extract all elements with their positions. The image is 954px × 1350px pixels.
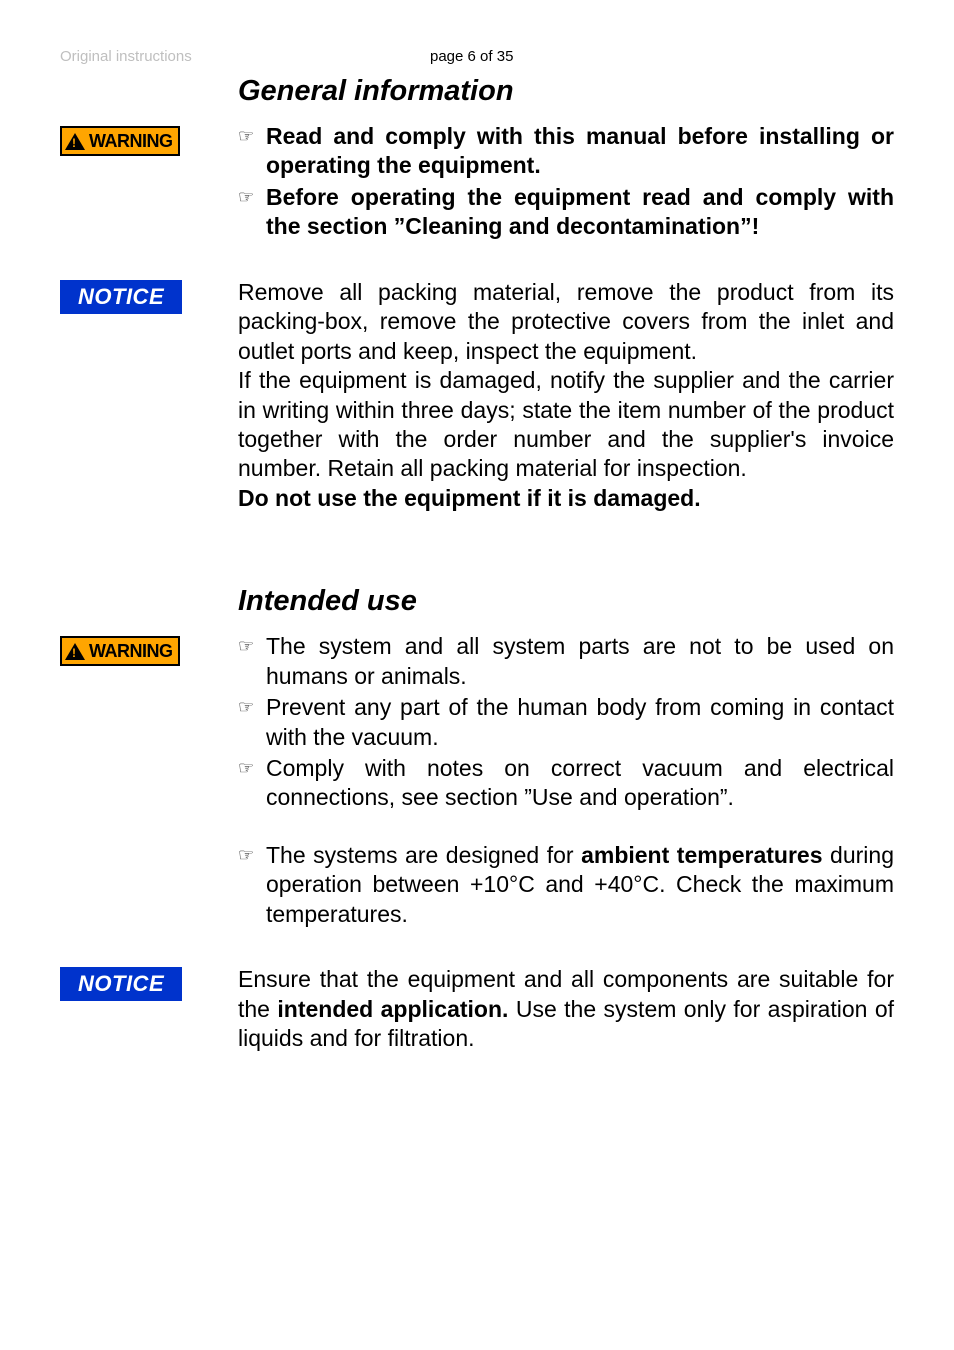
warning-bullet: ☞ Before operating the equipment read an…: [238, 183, 894, 242]
warning-triangle-icon: [65, 643, 85, 660]
notice-para: Ensure that the equipment and all compon…: [238, 965, 894, 1053]
bullet-text: Prevent any part of the human body from …: [266, 693, 894, 752]
section-title-general: General information: [238, 75, 894, 108]
pointer-icon: ☞: [238, 632, 266, 691]
bullet-text: Read and comply with this manual before …: [266, 122, 894, 181]
warning-block-2: WARNING ☞ The system and all system part…: [60, 632, 894, 931]
original-instructions-label: Original instructions: [60, 48, 320, 65]
warning-triangle-icon: [65, 133, 85, 150]
notice-para: Remove all packing material, remove the …: [238, 279, 894, 364]
notice-text-bold: intended application.: [277, 996, 508, 1022]
bullet-text-pre: The systems are designed for: [266, 842, 581, 868]
bullet-text-bold: ambient temperatures: [581, 842, 822, 868]
notice-block-1: NOTICE Remove all packing material, remo…: [60, 278, 894, 514]
bullet-text: Before operating the equipment read and …: [266, 183, 894, 242]
warning-bullet: ☞ The system and all system parts are no…: [238, 632, 894, 691]
pointer-icon: ☞: [238, 183, 266, 242]
warning-bullet: ☞ Read and comply with this manual befor…: [238, 122, 894, 181]
warning-bullet: ☞ The systems are designed for ambient t…: [238, 841, 894, 929]
page-header: Original instructions page 6 of 35: [60, 48, 894, 65]
section-title-intended: Intended use: [238, 585, 894, 618]
page-number: page 6 of 35: [430, 48, 513, 65]
pointer-icon: ☞: [238, 754, 266, 813]
warning-badge-text: WARNING: [89, 131, 173, 152]
warning-bullet: ☞ Comply with notes on correct vacuum an…: [238, 754, 894, 813]
pointer-icon: ☞: [238, 693, 266, 752]
warning-badge: WARNING: [60, 126, 180, 156]
warning-badge-text: WARNING: [89, 641, 173, 662]
notice-badge: NOTICE: [60, 967, 182, 1001]
notice-badge: NOTICE: [60, 280, 182, 314]
bullet-text: The systems are designed for ambient tem…: [266, 841, 894, 929]
bullet-text: Comply with notes on correct vacuum and …: [266, 754, 894, 813]
bullet-text: The system and all system parts are not …: [266, 632, 894, 691]
notice-para-bold: Do not use the equipment if it is damage…: [238, 485, 701, 511]
notice-block-2: NOTICE Ensure that the equipment and all…: [60, 965, 894, 1053]
warning-block-1: WARNING ☞ Read and comply with this manu…: [60, 122, 894, 244]
pointer-icon: ☞: [238, 841, 266, 929]
warning-bullet: ☞ Prevent any part of the human body fro…: [238, 693, 894, 752]
pointer-icon: ☞: [238, 122, 266, 181]
warning-badge: WARNING: [60, 636, 180, 666]
notice-para: If the equipment is damaged, notify the …: [238, 367, 894, 481]
